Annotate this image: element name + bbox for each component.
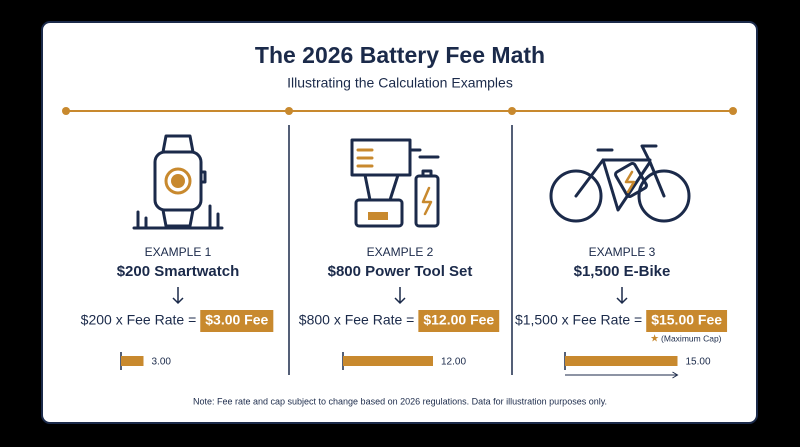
formula: $1,500 x Fee Rate = xyxy=(515,312,642,328)
fee-bar xyxy=(565,356,678,366)
fee: $15.00 Fee xyxy=(651,312,722,328)
fee-box xyxy=(418,310,500,332)
example-label: EXAMPLE 2 xyxy=(367,245,434,259)
ebike-icon xyxy=(549,144,691,223)
arrow xyxy=(172,287,184,305)
fee: $12.00 Fee xyxy=(423,312,494,328)
divider xyxy=(62,107,737,375)
example-item: $800 Power Tool Set xyxy=(328,263,473,280)
fee: $3.00 Fee xyxy=(205,312,268,328)
note: Note: Fee rate and cap subject to change… xyxy=(193,396,607,406)
cap-arrow xyxy=(565,371,679,379)
bar-label: 12.00 xyxy=(441,357,466,368)
example-item: $200 Smartwatch xyxy=(117,263,240,280)
title: The 2026 Battery Fee Math xyxy=(255,42,545,68)
bar-label: 3.00 xyxy=(152,357,172,368)
formula: $800 x Fee Rate = xyxy=(299,312,415,328)
fee-bar xyxy=(343,356,433,366)
subtitle: Illustrating the Calculation Examples xyxy=(287,75,513,91)
formula: $200 x Fee Rate = xyxy=(81,312,197,328)
fee-box xyxy=(646,310,728,332)
cap-star: ★ xyxy=(650,334,659,345)
arrow xyxy=(616,287,628,305)
bar-label: 15.00 xyxy=(686,357,711,368)
cap-note: (Maximum Cap) xyxy=(661,333,722,343)
smartwatch-icon xyxy=(132,134,224,230)
example-label: EXAMPLE 3 xyxy=(589,245,656,259)
example-label: EXAMPLE 1 xyxy=(145,245,212,259)
example-item: $1,500 E-Bike xyxy=(574,263,671,280)
power-tool-icon xyxy=(350,138,440,228)
fee-box xyxy=(200,310,274,332)
fee-bar xyxy=(121,356,144,366)
arrow xyxy=(394,287,406,305)
